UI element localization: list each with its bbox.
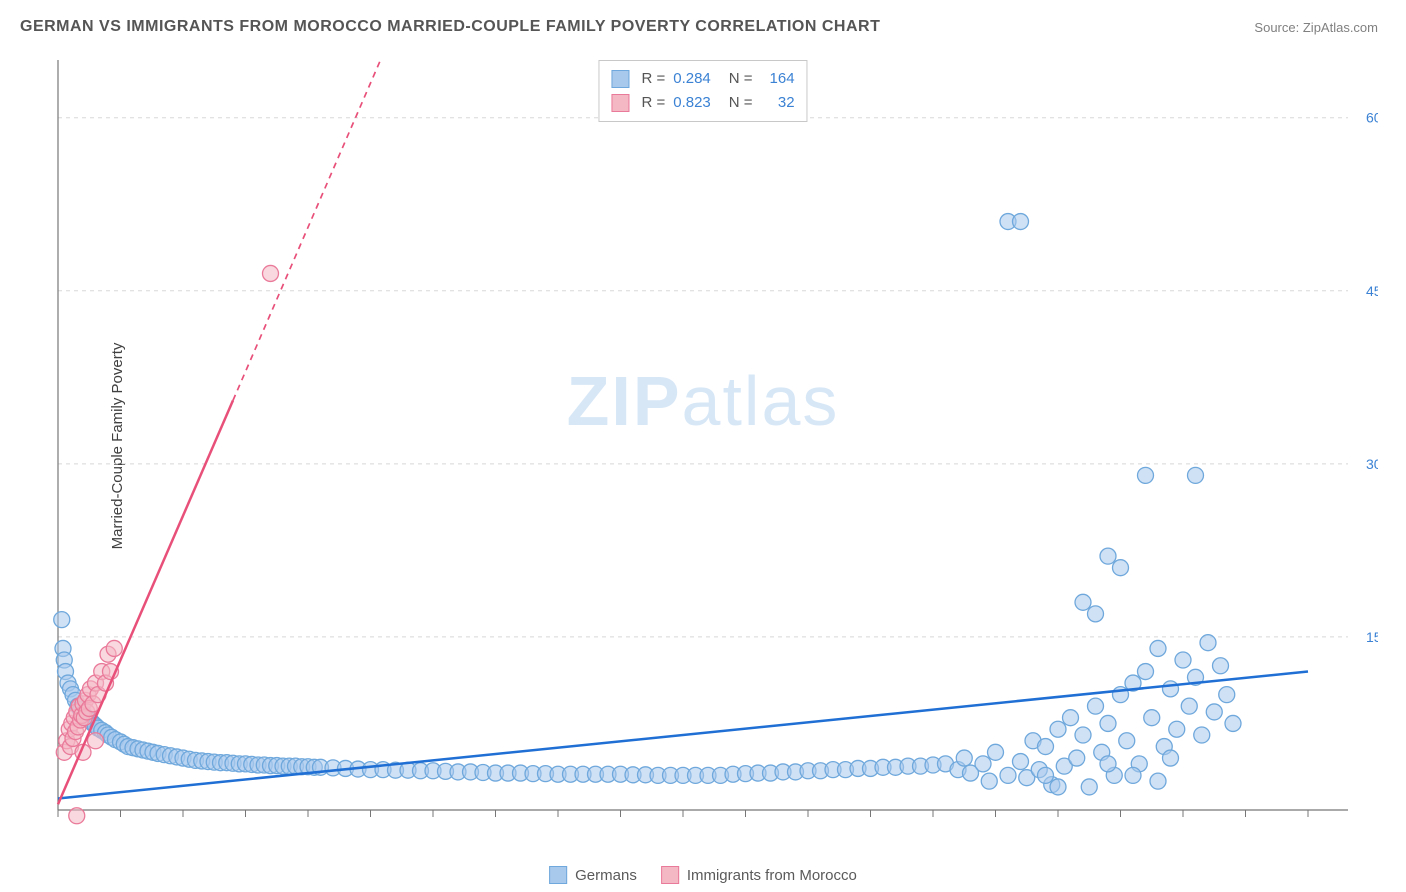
legend-r-label: R = — [641, 91, 665, 115]
legend-r-value: 0.823 — [673, 91, 711, 115]
legend-swatch — [661, 866, 679, 884]
correlation-legend-row: R = 0.823 N = 32 — [611, 91, 794, 115]
legend-r-value: 0.284 — [673, 67, 711, 91]
source-label: Source: — [1254, 20, 1299, 35]
legend-swatch — [611, 70, 629, 88]
chart-container: GERMAN VS IMMIGRANTS FROM MOROCCO MARRIE… — [0, 0, 1406, 892]
correlation-legend: R = 0.284 N = 164 R = 0.823 N = 32 — [598, 60, 807, 122]
legend-n-label: N = — [729, 91, 753, 115]
correlation-legend-row: R = 0.284 N = 164 — [611, 67, 794, 91]
legend-n-label: N = — [729, 67, 753, 91]
source-link[interactable]: ZipAtlas.com — [1303, 20, 1378, 35]
svg-text:15.0%: 15.0% — [1366, 629, 1378, 645]
scatter-plot-svg: 15.0%30.0%45.0%60.0%0.0%100.0% — [48, 55, 1378, 825]
series-legend: Germans Immigrants from Morocco — [549, 866, 857, 884]
svg-text:45.0%: 45.0% — [1366, 283, 1378, 299]
legend-swatch — [549, 866, 567, 884]
svg-text:30.0%: 30.0% — [1366, 456, 1378, 472]
plot-area: 15.0%30.0%45.0%60.0%0.0%100.0% — [48, 55, 1378, 825]
source-attribution: Source: ZipAtlas.com — [1254, 20, 1378, 35]
series-legend-item: Germans — [549, 866, 637, 884]
series-legend-item: Immigrants from Morocco — [661, 866, 857, 884]
legend-r-label: R = — [641, 67, 665, 91]
chart-title: GERMAN VS IMMIGRANTS FROM MOROCCO MARRIE… — [20, 18, 880, 36]
series-legend-label: Germans — [575, 867, 637, 884]
svg-text:60.0%: 60.0% — [1366, 110, 1378, 126]
series-legend-label: Immigrants from Morocco — [687, 867, 857, 884]
legend-swatch — [611, 94, 629, 112]
legend-n-value: 164 — [761, 67, 795, 91]
legend-n-value: 32 — [761, 91, 795, 115]
